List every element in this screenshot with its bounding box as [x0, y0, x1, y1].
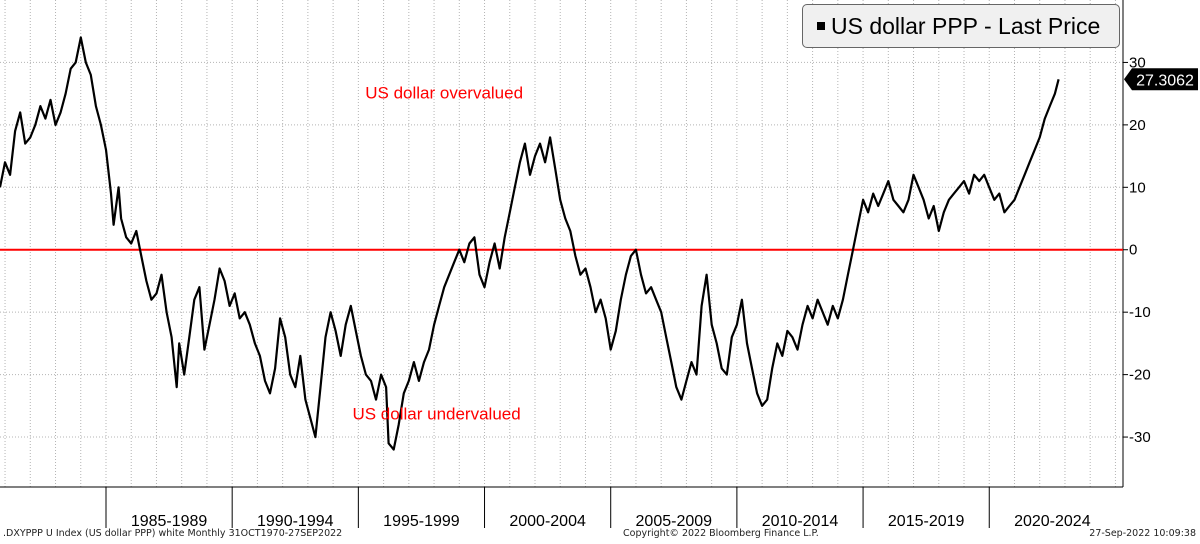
- x-category-label: 2010-2014: [762, 513, 839, 530]
- series-line: [0, 36, 1060, 451]
- legend: US dollar PPP - Last Price: [802, 4, 1120, 48]
- legend-marker: [817, 22, 825, 30]
- footer-timestamp: 27-Sep-2022 10:09:38: [1089, 528, 1196, 539]
- y-tick-label: 0: [1129, 242, 1137, 259]
- y-tick-label: 30: [1129, 54, 1146, 71]
- x-category-label: 2000-2004: [509, 513, 586, 530]
- x-category-label: 2005-2009: [636, 513, 713, 530]
- x-category-label: 1990-1994: [257, 513, 334, 530]
- y-tick-label: -30: [1129, 429, 1151, 446]
- series-layer: [0, 36, 1123, 451]
- last-price-label: 27.3062: [1136, 72, 1194, 89]
- y-tick-label: 20: [1129, 117, 1146, 134]
- x-category-label: 2015-2019: [888, 513, 965, 530]
- x-category-label: 1995-1999: [383, 513, 460, 530]
- legend-label: US dollar PPP - Last Price: [831, 12, 1101, 39]
- x-category-label: 1985-1989: [131, 513, 208, 530]
- footer-copyright: Copyright© 2022 Bloomberg Finance L.P.: [623, 528, 819, 539]
- grid: [0, 0, 1123, 487]
- annotation-label: US dollar overvalued: [365, 84, 523, 103]
- label-layer: 30 20 10 0 -10 -20 -30 1985-1989 1990-1994 1995-1…: [131, 54, 1198, 530]
- last-price-tag: [1124, 68, 1198, 91]
- axes: [0, 0, 1128, 528]
- y-tick-label: -20: [1129, 367, 1151, 384]
- y-tick-label: -10: [1129, 304, 1151, 321]
- annotation-label: US dollar undervalued: [352, 405, 520, 424]
- footer-source: .DXYPPP U Index (US dollar PPP) white Mo…: [3, 528, 343, 539]
- x-category-label: 2020-2024: [1014, 513, 1091, 530]
- y-tick-label: 10: [1129, 179, 1146, 196]
